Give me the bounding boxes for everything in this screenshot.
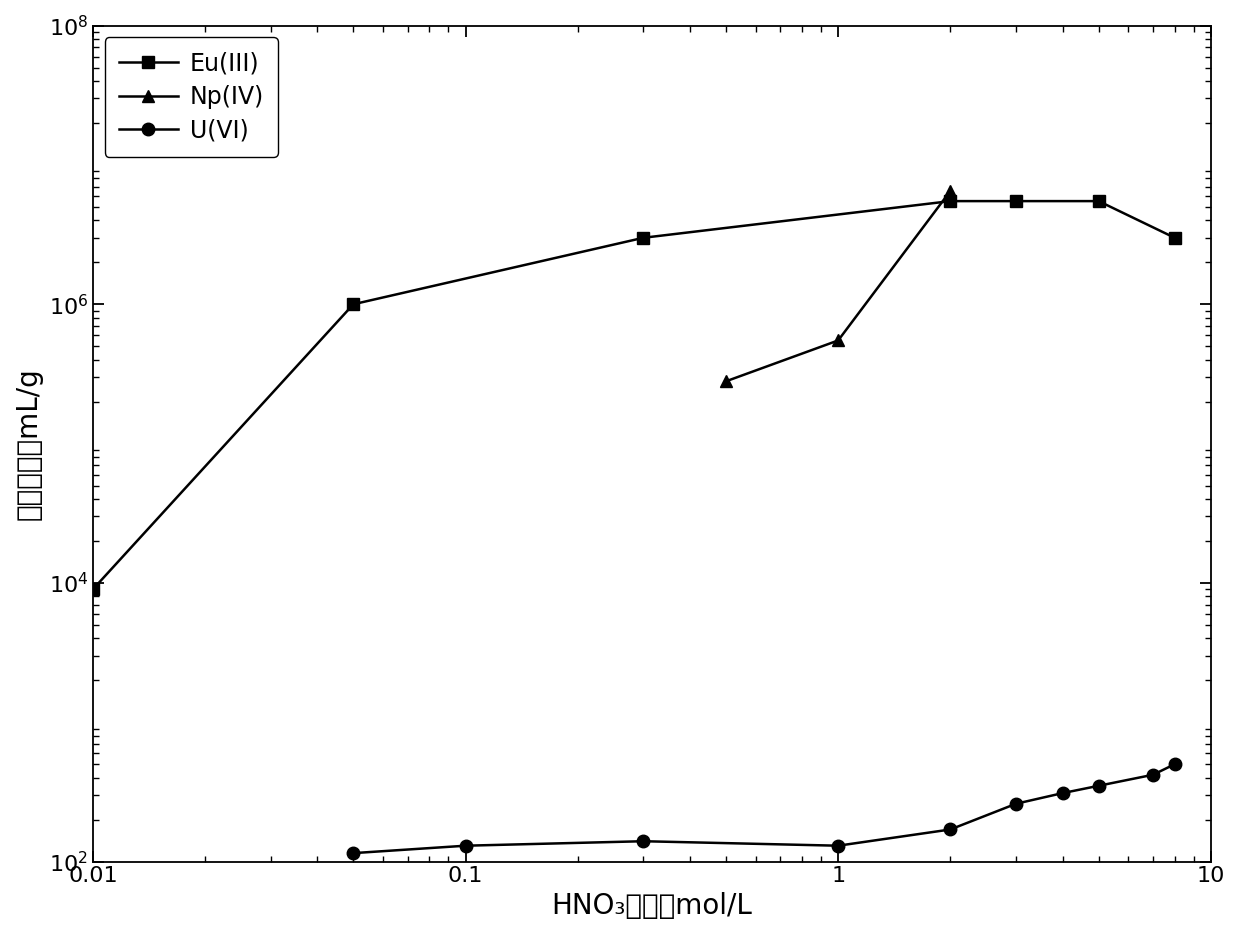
Np(IV): [942, 185, 957, 196]
Eu(III): [1167, 232, 1182, 243]
U(VI): [458, 841, 472, 852]
Y-axis label: 分配系数，mL/g: 分配系数，mL/g: [15, 367, 43, 520]
U(VI): [942, 824, 957, 835]
Line: Eu(III): Eu(III): [87, 194, 1180, 596]
U(VI): [1008, 798, 1023, 810]
Legend: Eu(III), Np(IV), U(VI): Eu(III), Np(IV), U(VI): [104, 37, 278, 157]
Eu(III): [346, 298, 361, 309]
U(VI): [1091, 780, 1106, 791]
U(VI): [1055, 787, 1070, 798]
Eu(III): [636, 232, 651, 243]
Line: Np(IV): Np(IV): [719, 185, 956, 387]
Np(IV): [831, 335, 846, 346]
Eu(III): [86, 583, 100, 595]
Eu(III): [942, 195, 957, 207]
Eu(III): [1008, 195, 1023, 207]
Line: U(VI): U(VI): [347, 758, 1180, 859]
U(VI): [346, 847, 361, 858]
Eu(III): [1091, 195, 1106, 207]
X-axis label: HNO₃浓度，mol/L: HNO₃浓度，mol/L: [552, 892, 753, 920]
U(VI): [636, 836, 651, 847]
U(VI): [831, 841, 846, 852]
U(VI): [1167, 758, 1182, 770]
U(VI): [1146, 770, 1161, 781]
Np(IV): [718, 376, 733, 387]
